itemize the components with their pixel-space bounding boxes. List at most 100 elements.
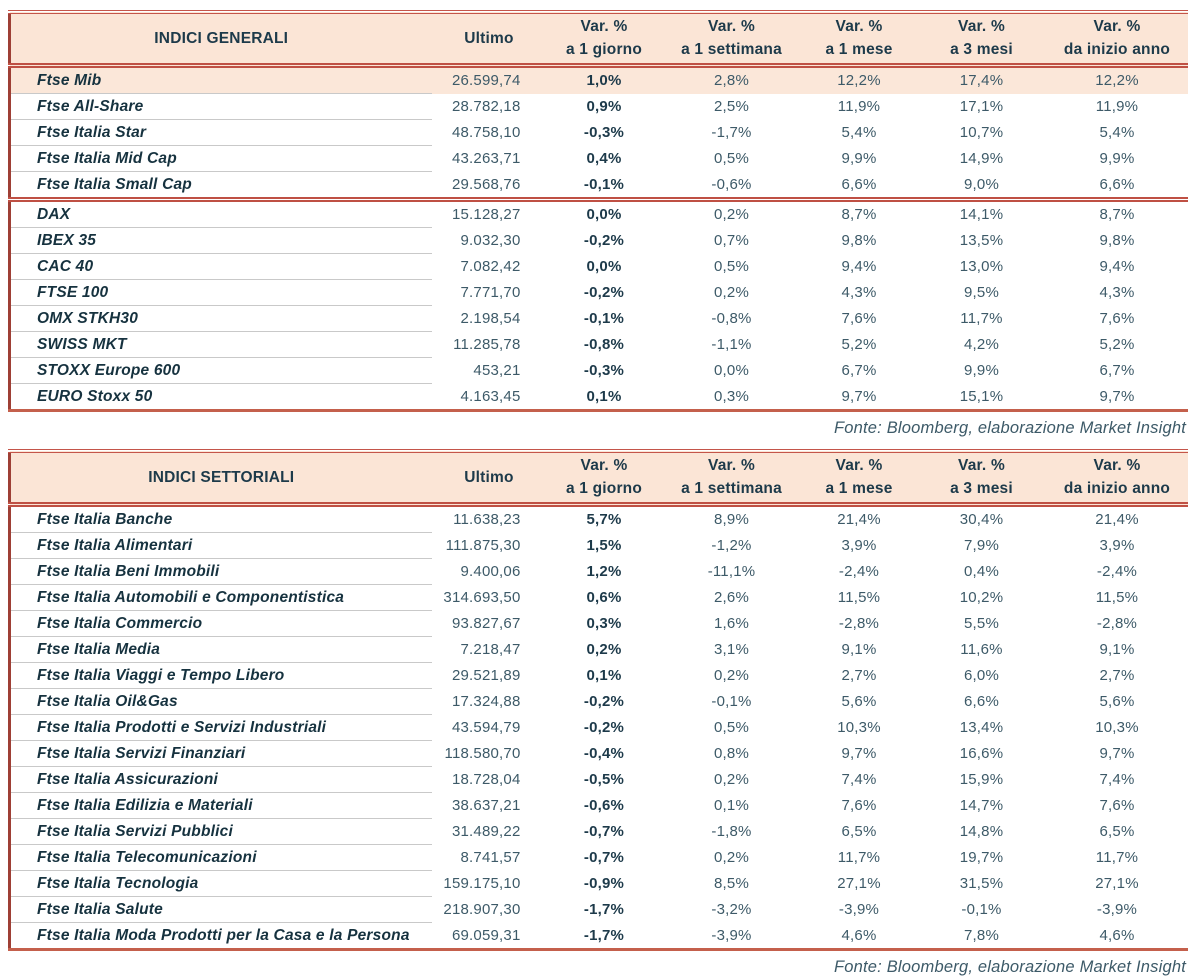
var-1-giorno-value: 0,1%	[586, 667, 622, 685]
var-inizio-anno-value: 11,5%	[1095, 589, 1139, 607]
var-1-giorno-value: -1,7%	[583, 901, 625, 919]
ultimo-value: 218.907,30	[443, 901, 521, 919]
var-1-settimana-value: 0,0%	[714, 362, 749, 379]
period-label: a 1 mese	[825, 40, 893, 58]
var-1-mese-value: 7,6%	[841, 797, 877, 815]
var-1-settimana-value: 2,5%	[714, 98, 749, 115]
var-1-mese-value: 12,2%	[801, 65, 917, 94]
var-inizio-anno-value: 3,9%	[1099, 537, 1135, 555]
var-1-mese-value: 9,1%	[841, 641, 877, 659]
indici-generali-table: INDICI GENERALI Ultimo Var. % a 1 giorno…	[8, 10, 1188, 412]
index-name: Ftse Italia Edilizia e Materiali	[9, 792, 432, 820]
index-name: Ftse Italia Servizi Finanziari	[9, 740, 432, 768]
index-name: Ftse Mib	[9, 65, 432, 94]
var-3-mesi-value: 15,9%	[959, 771, 1004, 789]
index-name: Ftse Italia Assicurazioni	[9, 766, 432, 794]
table-row: STOXX Europe 600 453,21 -0,3% 0,0% 6,7% 9,9% 6…	[9, 357, 1188, 384]
table-row: Ftse Italia Automobili e Componentistica…	[9, 584, 1188, 612]
table-row: Ftse Italia Tecnologia 159.175,10 -0,9% 8,5…	[9, 870, 1188, 898]
var-label: Var. %	[1093, 457, 1141, 475]
var-1-mese-value: 6,6%	[841, 175, 877, 193]
indici-settoriali-rows: Ftse Italia Banche 11.638,23 5,7% 8,9% 21,4%…	[9, 504, 1188, 951]
var-inizio-anno-value: -2,8%	[1096, 615, 1138, 633]
table-row: Ftse Mib 26.599,74 1,0% 2,8% 12,2% 17,4% 12,2%	[9, 65, 1188, 94]
var-1-giorno-value: 0,3%	[586, 615, 622, 633]
var-1-mese-value: 11,9%	[837, 98, 881, 115]
index-name: Ftse Italia Mid Cap	[9, 145, 432, 172]
var-3-mesi-value: 5,5%	[964, 615, 999, 633]
ultimo-value: 111.875,30	[445, 537, 521, 555]
var-1-giorno-value: 0,1%	[586, 387, 622, 405]
var-1-mese-value: -2,4%	[838, 563, 880, 581]
indici-generali-section: INDICI GENERALI Ultimo Var. % a 1 giorno…	[8, 10, 1188, 440]
var-1-settimana-value: 0,2%	[714, 667, 749, 685]
index-name: Ftse Italia Media	[9, 636, 432, 664]
var-1-giorno-value: -0,7%	[583, 849, 625, 867]
var-1-giorno-value: -0,3%	[583, 124, 625, 141]
col-header-var-1-mese: Var. % a 1 mese	[801, 12, 917, 68]
ultimo-value: 28.782,18	[451, 98, 521, 115]
var-inizio-anno-value: 12,2%	[1046, 65, 1188, 94]
ultimo-value: 314.693,50	[443, 589, 521, 607]
period-label: a 3 mesi	[950, 40, 1013, 58]
var-1-giorno-value: -0,6%	[583, 797, 625, 815]
var-1-mese-value: 5,6%	[841, 693, 877, 711]
var-inizio-anno-value: 10,3%	[1095, 719, 1139, 737]
var-1-settimana-value: 0,5%	[714, 150, 749, 167]
var-inizio-anno-value: 6,7%	[1099, 362, 1135, 379]
var-1-mese-value: 6,7%	[841, 362, 877, 379]
var-1-mese-value: 21,4%	[837, 511, 881, 529]
var-label: Var. %	[580, 457, 628, 475]
col-header-var-1-mese: Var. % a 1 mese	[801, 451, 917, 508]
var-1-mese-value: 11,7%	[837, 849, 881, 867]
ultimo-value: 93.827,67	[451, 615, 521, 633]
table-header-row: INDICI SETTORIALI Ultimo Var. % a 1 gior…	[9, 451, 1188, 508]
table-row: Ftse Italia Small Cap 29.568,76 -0,1% -0,6%…	[9, 171, 1188, 200]
ultimo-value: 118.580,70	[444, 745, 521, 763]
var-3-mesi-value: 11,7%	[960, 310, 1003, 327]
var-1-settimana-value: 0,2%	[714, 849, 749, 867]
table-row: Ftse Italia Edilizia e Materiali 38.637,2…	[9, 792, 1188, 820]
var-inizio-anno-value: 9,4%	[1099, 258, 1135, 275]
var-3-mesi-value: 14,9%	[959, 150, 1004, 167]
var-label: Var. %	[958, 18, 1005, 36]
var-1-settimana-value: 0,2%	[714, 771, 749, 789]
var-3-mesi-value: 19,7%	[959, 849, 1004, 867]
var-1-giorno-value: -0,2%	[583, 284, 625, 301]
index-name: Ftse Italia Star	[9, 119, 432, 146]
period-label: a 1 mese	[825, 479, 893, 497]
var-inizio-anno-value: 9,8%	[1099, 232, 1135, 249]
col-header-var-1-giorno: Var. % a 1 giorno	[546, 12, 662, 68]
var-label: Var. %	[958, 457, 1005, 475]
var-1-settimana-value: 0,8%	[714, 745, 749, 763]
var-3-mesi-value: 4,2%	[964, 336, 999, 353]
var-inizio-anno-value: 8,7%	[1046, 197, 1188, 228]
index-name: IBEX 35	[9, 227, 432, 254]
ultimo-value: 7.771,70	[460, 284, 521, 301]
var-1-giorno-value: 0,4%	[586, 150, 622, 167]
var-3-mesi-value: 10,2%	[959, 589, 1004, 607]
table-row: Ftse Italia Servizi Pubblici 31.489,22 -0,…	[9, 818, 1188, 846]
ultimo-value: 18.728,04	[451, 771, 521, 789]
var-3-mesi-value: 13,0%	[959, 258, 1004, 275]
var-inizio-anno-value: 11,7%	[1095, 849, 1139, 867]
var-1-settimana-value: -3,2%	[711, 901, 752, 919]
period-label: a 1 settimana	[681, 479, 782, 497]
var-1-giorno-value: -0,4%	[583, 745, 625, 763]
var-inizio-anno-value: 11,9%	[1095, 98, 1139, 115]
var-1-giorno-value: -0,2%	[583, 693, 625, 711]
var-label: Var. %	[1093, 18, 1141, 36]
col-header-var-1-giorno: Var. % a 1 giorno	[546, 451, 662, 508]
var-3-mesi-value: 30,4%	[959, 511, 1004, 529]
table-row: Ftse Italia Moda Prodotti per la Casa e …	[9, 922, 1188, 951]
var-3-mesi-value: 31,5%	[959, 875, 1004, 893]
table-row: Ftse Italia Banche 11.638,23 5,7% 8,9% 21,4%…	[9, 504, 1188, 534]
ultimo-value: 69.059,31	[451, 926, 521, 944]
source-note: Fonte: Bloomberg, elaborazione Market In…	[833, 958, 1186, 977]
ultimo-value: 17.324,88	[451, 693, 521, 711]
var-1-mese-value: 3,9%	[841, 537, 877, 555]
var-1-mese-value: 6,5%	[841, 823, 877, 841]
ultimo-value: 2.198,54	[460, 310, 521, 327]
var-1-giorno-value: -0,2%	[583, 232, 625, 249]
var-3-mesi-value: 13,5%	[959, 232, 1004, 249]
